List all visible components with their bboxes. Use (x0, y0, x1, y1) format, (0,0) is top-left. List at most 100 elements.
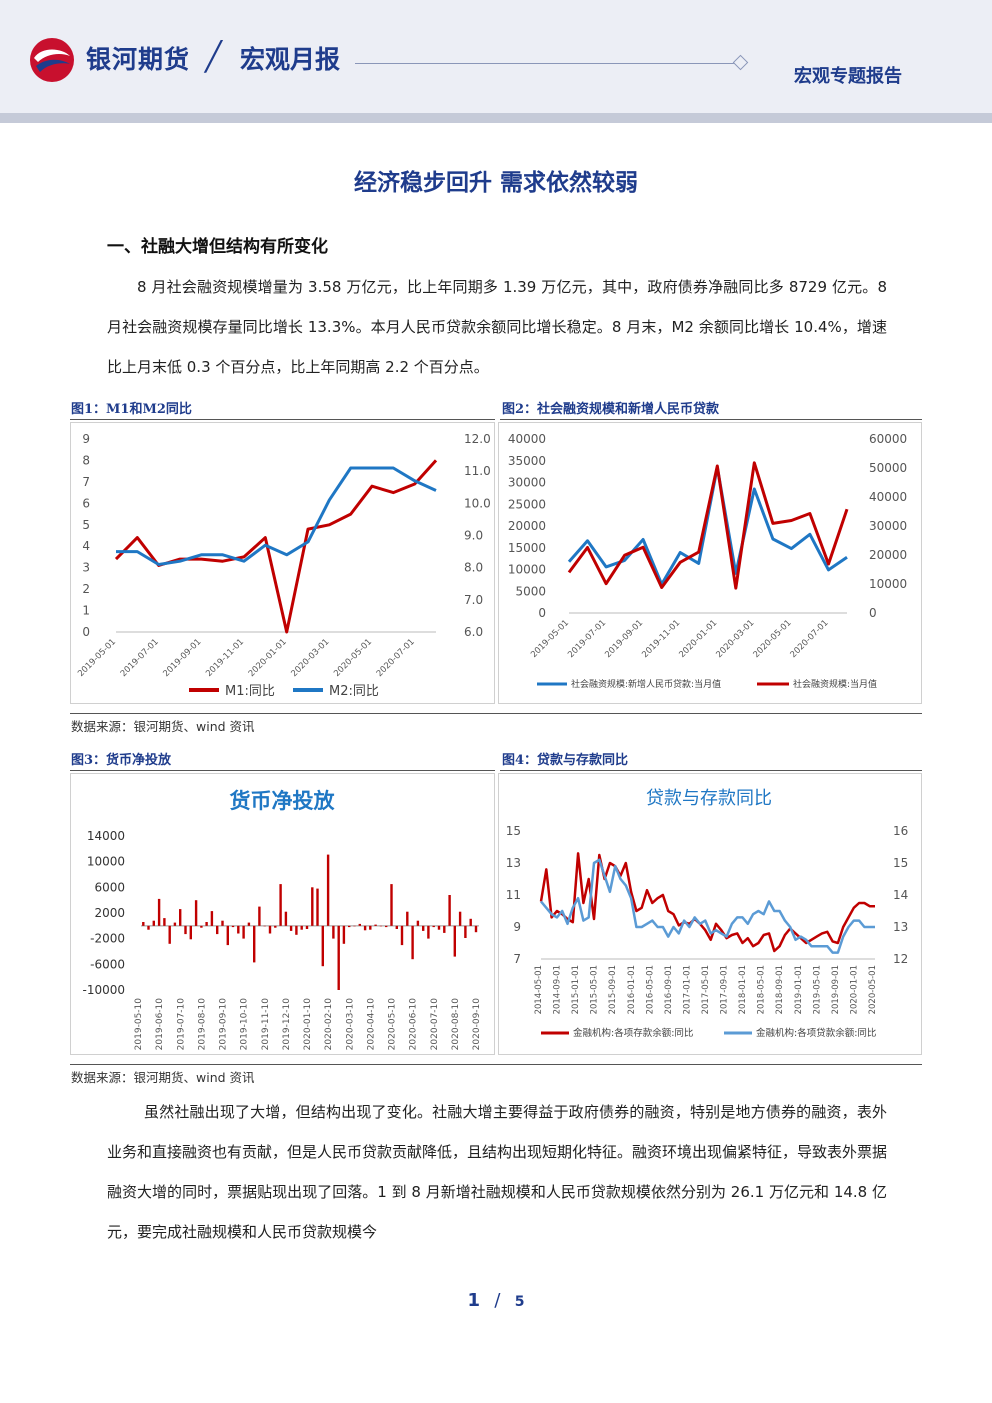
y-right-tick-label: 12 (893, 952, 908, 966)
page-total: 5 (514, 1294, 525, 1310)
x-tick-label: 2019-07-01 (119, 637, 161, 679)
bar (226, 925, 229, 946)
figure-rule (70, 770, 495, 771)
y-right-tick-label: 9.0 (464, 529, 483, 543)
y-left-tick-label: 1 (82, 604, 90, 618)
x-tick-label: 2015-09-01 (608, 965, 618, 1014)
figure-rule (500, 419, 922, 420)
y-tick-label: 2000 (94, 906, 125, 920)
bar (247, 922, 251, 926)
bar (147, 925, 150, 930)
net-money-injection-chart: 货币净投放 14000 10000 6000 2000 -2000 -6000 -10000 2… (82, 789, 482, 1051)
bar (242, 925, 245, 939)
x-tick-label: 2020-01-01 (849, 965, 859, 1014)
bar (358, 923, 361, 926)
legend-label: 金融机构:各项贷款余额:同比 (756, 1027, 876, 1039)
x-tick-label: 2018-01-01 (738, 965, 748, 1014)
y-left-tick-label: 7 (82, 475, 90, 489)
bar (274, 925, 277, 928)
x-tick-label: 2019-05-01 (76, 637, 118, 679)
x-tick-label: 2019-05-01 (812, 965, 822, 1014)
y-right-tick-label: 20000 (869, 548, 907, 562)
y-left-tick-label: 30000 (508, 476, 546, 490)
bar (210, 911, 214, 926)
figure-rule (70, 419, 495, 420)
series-line (567, 465, 848, 586)
x-tick-label: 2014-05-01 (534, 965, 544, 1014)
bar (157, 898, 161, 926)
bar (284, 911, 288, 926)
figure-2-frame: 0 5000 10000 15000 20000 25000 30000 35000 40000… (498, 422, 922, 704)
bar (163, 918, 166, 926)
bar (142, 922, 145, 926)
y-left-tick-label: 7 (513, 952, 521, 966)
y-left-tick-label: 25000 (508, 497, 546, 511)
x-tick-label: 2019-10-10 (240, 998, 250, 1051)
header-stripe (0, 113, 992, 123)
series-line (539, 852, 875, 953)
bar (464, 925, 467, 938)
figure-rule (500, 770, 922, 771)
bar (179, 909, 182, 926)
bar (305, 925, 309, 929)
figure-bottom-rule (70, 713, 922, 714)
figure-4-title: 图4：贷款与存款同比 (502, 753, 629, 768)
y-left-tick-label: 4 (82, 539, 90, 553)
bar (279, 884, 282, 926)
x-tick-label: 2019-11-01 (204, 637, 246, 679)
bar (443, 925, 446, 933)
x-tick-label: 2020-05-01 (332, 637, 374, 679)
x-tick-label: 2019-09-10 (219, 998, 229, 1051)
figure-3-frame: 货币净投放 14000 10000 6000 2000 -2000 -6000 -10000 2… (70, 773, 495, 1055)
bar (194, 900, 198, 926)
y-tick-label: -6000 (90, 957, 125, 971)
figure-4-frame: 贷款与存款同比 7 9 11 13 15 12 13 14 15 16 2014-05-01 2014-… (498, 773, 922, 1055)
bar (411, 925, 414, 960)
bar (390, 884, 393, 926)
bar (400, 925, 404, 946)
y-right-tick-label: 8.0 (464, 561, 483, 575)
x-tick-label: 2019-11-10 (261, 998, 271, 1051)
x-tick-label: 2016-01-01 (627, 965, 637, 1014)
y-tick-label: 6000 (94, 880, 125, 894)
header-rule (355, 63, 735, 64)
bar (253, 925, 256, 963)
series-line (540, 858, 875, 954)
legend-label: M2:同比 (329, 684, 379, 699)
report-series: 宏观月报 (240, 45, 341, 74)
bar (342, 925, 346, 944)
x-tick-label: 2018-09-01 (775, 965, 785, 1014)
bar (453, 925, 456, 957)
page-number: 1 / 5 (0, 1290, 992, 1311)
page-current: 1 (467, 1290, 481, 1311)
x-tick-label: 2019-09-01 (603, 618, 645, 660)
figure-2-title: 图2：社会融资规模和新增人民币贷款 (502, 402, 720, 417)
x-tick-label: 2020-03-01 (289, 637, 331, 679)
bar (237, 925, 240, 934)
bar (474, 925, 478, 933)
y-left-tick-label: 10000 (508, 563, 546, 577)
bar (300, 925, 303, 930)
x-tick-label: 2019-06-10 (155, 998, 165, 1051)
x-tick-label: 2019-12-10 (282, 998, 292, 1051)
y-tick-label: 10000 (87, 855, 125, 869)
bar (458, 911, 462, 926)
y-right-tick-label: 50000 (869, 461, 907, 475)
y-tick-label: -2000 (90, 932, 125, 946)
bar (216, 925, 219, 935)
y-right-tick-label: 7.0 (464, 593, 483, 607)
x-tick-label: 2019-07-10 (176, 998, 186, 1051)
bar (258, 906, 261, 926)
y-right-tick-label: 12.0 (464, 432, 491, 446)
legend-label: 社会融资规模:新增人民币贷款:当月值 (571, 678, 721, 690)
bar (437, 925, 441, 930)
x-tick-label: 2020-09-10 (472, 998, 482, 1051)
x-tick-label: 2016-09-01 (664, 965, 674, 1014)
bar (348, 925, 351, 928)
y-left-tick-label: 8 (82, 453, 90, 467)
figure-1-frame: 0 1 2 3 4 5 6 7 8 9 6.0 7.0 8.0 9.0 10.0 11.0 12.0 2019-0… (70, 422, 495, 704)
bar (263, 925, 266, 927)
y-left-tick-label: 20000 (508, 519, 546, 533)
x-tick-label: 2020-04-10 (366, 998, 376, 1051)
y-left-tick-label: 35000 (508, 454, 546, 468)
